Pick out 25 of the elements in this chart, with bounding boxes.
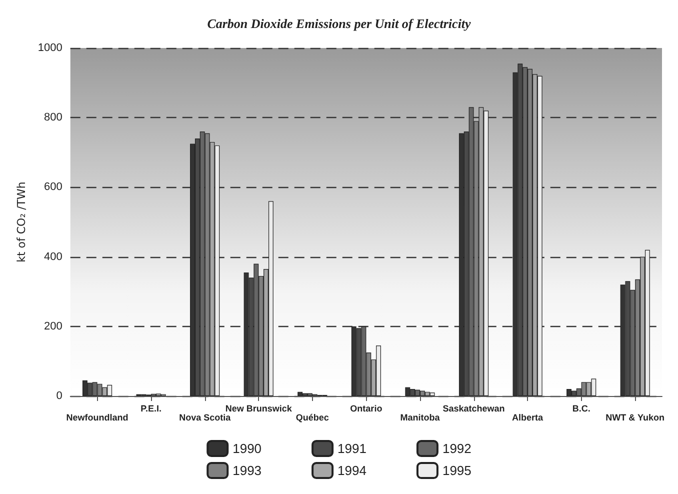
x-tick-label: Manitoba bbox=[400, 412, 441, 422]
x-tick-label: Québec bbox=[296, 412, 329, 422]
y-tick-label: 400 bbox=[44, 250, 62, 263]
y-tick-label: 1000 bbox=[38, 42, 62, 54]
x-tick-label: Ontario bbox=[350, 404, 383, 414]
y-axis-title: kt of CO₂ /TWh bbox=[15, 182, 28, 262]
x-tick-label: P.E.I. bbox=[140, 404, 162, 414]
legend-label: 1995 bbox=[442, 463, 472, 478]
legend-label: 1992 bbox=[442, 441, 472, 456]
x-tick-label: Saskatchewan bbox=[442, 404, 505, 414]
chart-title: Carbon Dioxide Emissions per Unit of Electricity bbox=[207, 16, 472, 31]
legend-label: 1990 bbox=[232, 441, 262, 456]
x-tick-label: Alberta bbox=[512, 412, 544, 422]
y-tick-label: 600 bbox=[44, 181, 62, 194]
x-tick-label: New Brunswick bbox=[225, 404, 293, 414]
legend-label: 1994 bbox=[338, 463, 366, 478]
x-tick-label: Newfoundland bbox=[66, 412, 128, 422]
legend-label: 1991 bbox=[338, 441, 366, 456]
x-tick-label: NWT & Yukon bbox=[606, 412, 665, 422]
x-tick-label: Nova Scotia bbox=[179, 412, 232, 422]
y-tick-label: 0 bbox=[56, 390, 62, 402]
y-tick-label: 800 bbox=[44, 112, 62, 124]
legend-label: 1993 bbox=[232, 463, 262, 478]
x-tick-label: B.C. bbox=[572, 404, 590, 414]
y-tick-label: 200 bbox=[44, 320, 62, 332]
